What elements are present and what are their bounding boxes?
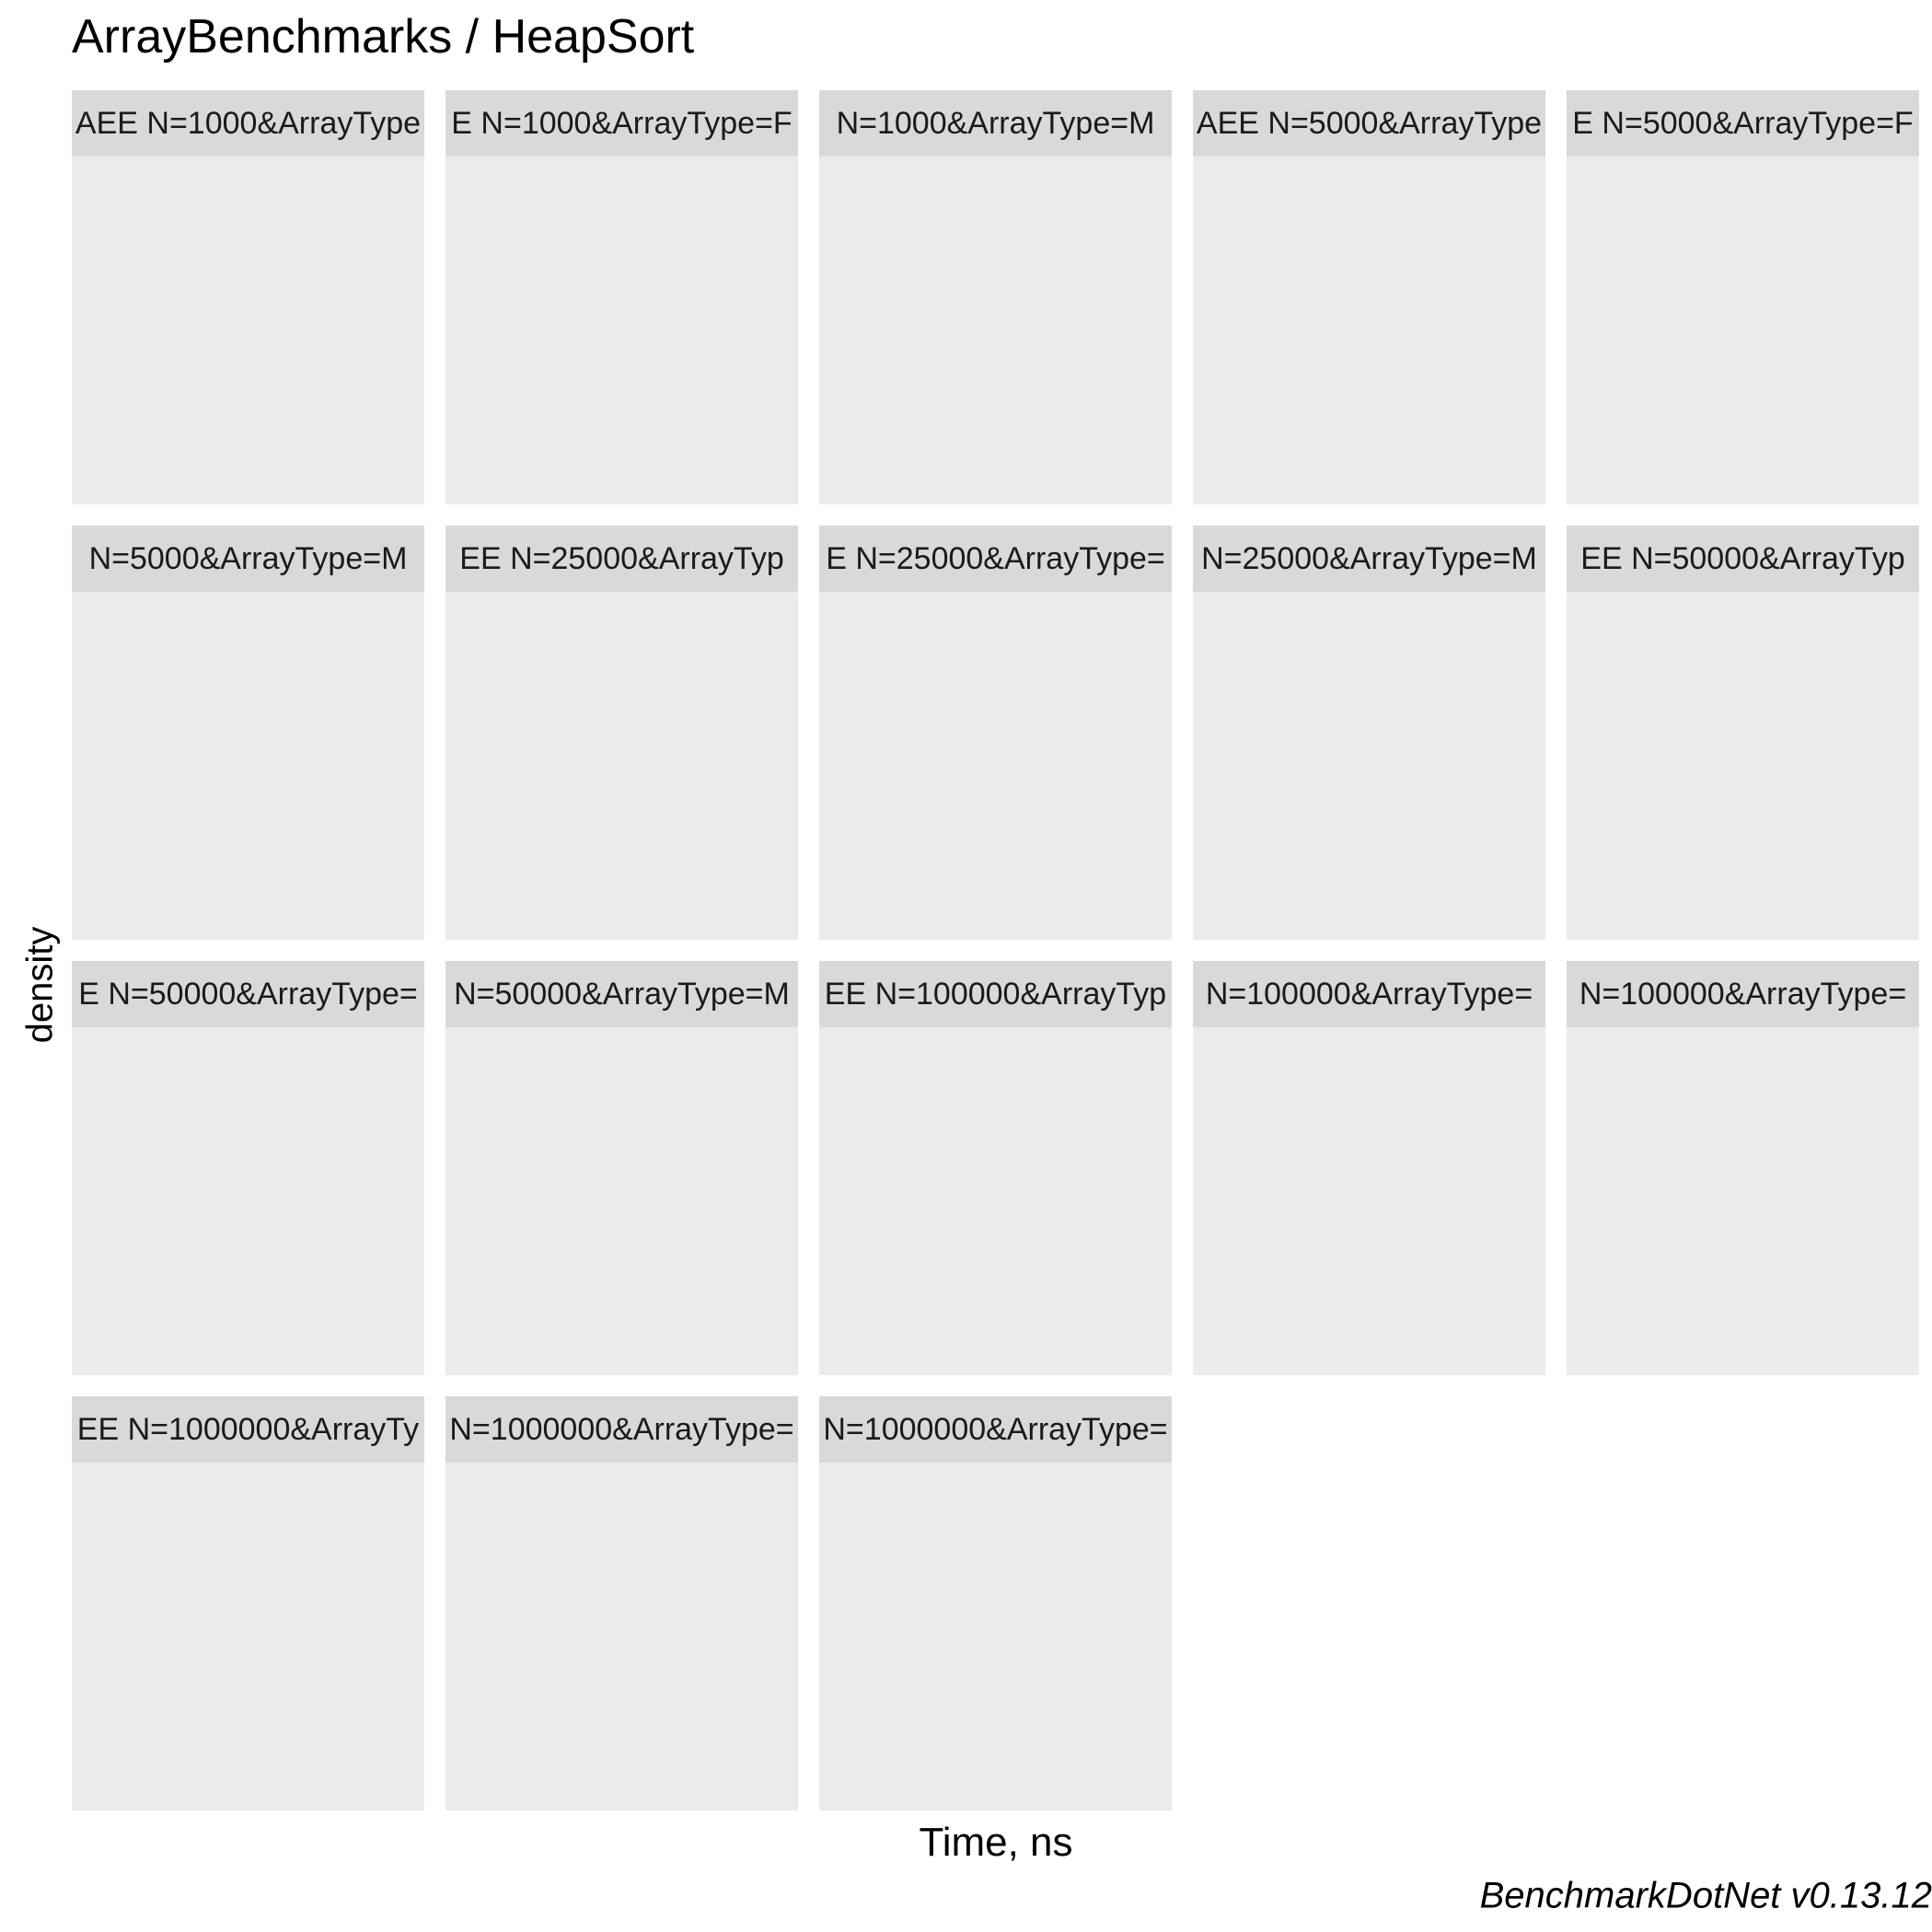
facet-panel: N=25000&ArrayType=M — [1193, 526, 1545, 940]
facet-strip-label: EE N=25000&ArrayTyp — [459, 540, 784, 576]
facet-panel: AEE N=5000&ArrayType — [1193, 90, 1545, 504]
facet-strip-label: N=5000&ArrayType=M — [88, 540, 408, 576]
facet-strip: EE N=100000&ArrayTyp — [819, 961, 1172, 1027]
x-axis-label: Time, ns — [919, 1820, 1073, 1865]
facet-strip-label: N=25000&ArrayType=M — [1201, 540, 1537, 576]
facet-strip: E N=1000&ArrayType=F — [445, 90, 798, 156]
facet-strip: N=100000&ArrayType= — [1193, 961, 1545, 1027]
facet-strip-label: EE N=1000000&ArrayTy — [76, 1411, 420, 1447]
facet-strip: N=50000&ArrayType=M — [445, 961, 798, 1027]
facet-strip: EE N=50000&ArrayTyp — [1567, 526, 1919, 592]
facet-panel: E N=5000&ArrayType=F — [1567, 90, 1919, 504]
facet-strip: N=5000&ArrayType=M — [72, 526, 424, 592]
facet-panel: EE N=50000&ArrayTyp — [1567, 526, 1919, 940]
facet-strip-label: E N=25000&ArrayType= — [826, 540, 1165, 576]
facet-strip: AEE N=1000&ArrayType — [72, 90, 424, 156]
facet-panel: N=100000&ArrayType= — [1567, 961, 1919, 1375]
facet-strip-label: N=100000&ArrayType= — [1579, 976, 1907, 1012]
facet-panel: N=50000&ArrayType=M — [445, 961, 798, 1375]
facet-panel: N=100000&ArrayType= — [1193, 961, 1545, 1375]
facet-panel: N=5000&ArrayType=M — [72, 526, 424, 940]
facet-panel: N=1000000&ArrayType= — [819, 1396, 1172, 1811]
facet-strip: EE N=1000000&ArrayTy — [72, 1396, 424, 1463]
facet-strip: E N=5000&ArrayType=F — [1567, 90, 1919, 156]
facet-panel: N=1000&ArrayType=M — [819, 90, 1172, 504]
facet-strip-label: EE N=100000&ArrayTyp — [824, 976, 1167, 1012]
facet-strip: E N=25000&ArrayType= — [819, 526, 1172, 592]
facet-panel: E N=50000&ArrayType= — [72, 961, 424, 1375]
facet-strip-label: N=1000&ArrayType=M — [836, 105, 1155, 141]
facet-panel: EE N=25000&ArrayTyp — [445, 526, 798, 940]
facet-strip: E N=50000&ArrayType= — [72, 961, 424, 1027]
facet-strip: N=1000000&ArrayType= — [819, 1396, 1172, 1463]
facet-strip: AEE N=5000&ArrayType — [1193, 90, 1545, 156]
facet-panel: AEE N=1000&ArrayType — [72, 90, 424, 504]
facet-strip-label: N=100000&ArrayType= — [1205, 976, 1533, 1012]
facet-strip-label: E N=5000&ArrayType=F — [1572, 105, 1914, 141]
facet-strip-label: E N=1000&ArrayType=F — [451, 105, 792, 141]
facet-panel: E N=25000&ArrayType= — [819, 526, 1172, 940]
facet-strip-label: N=1000000&ArrayType= — [823, 1411, 1168, 1447]
facet-panel: EE N=100000&ArrayTyp — [819, 961, 1172, 1375]
facet-strip-label: E N=50000&ArrayType= — [78, 976, 418, 1012]
caption: BenchmarkDotNet v0.13.12 — [1479, 1875, 1932, 1916]
facet-strip-label: AEE N=5000&ArrayType — [1196, 105, 1543, 141]
facet-strip-label: AEE N=1000&ArrayType — [75, 105, 422, 141]
facet-panel: N=1000000&ArrayType= — [445, 1396, 798, 1811]
facet-strip: EE N=25000&ArrayTyp — [445, 526, 798, 592]
facet-strip-label: N=50000&ArrayType=M — [454, 976, 790, 1012]
facet-strip: N=100000&ArrayType= — [1567, 961, 1919, 1027]
chart-title: ArrayBenchmarks / HeapSort — [72, 10, 695, 64]
facet-panel: E N=1000&ArrayType=F — [445, 90, 798, 504]
facet-panel: EE N=1000000&ArrayTy — [72, 1396, 424, 1811]
y-axis-label: density — [19, 926, 61, 1044]
facet-strip: N=1000000&ArrayType= — [445, 1396, 798, 1463]
facet-strip-label: N=1000000&ArrayType= — [449, 1411, 794, 1447]
facet-strip-label: EE N=50000&ArrayTyp — [1580, 540, 1905, 576]
facet-strip: N=25000&ArrayType=M — [1193, 526, 1545, 592]
facet-strip: N=1000&ArrayType=M — [819, 90, 1172, 156]
